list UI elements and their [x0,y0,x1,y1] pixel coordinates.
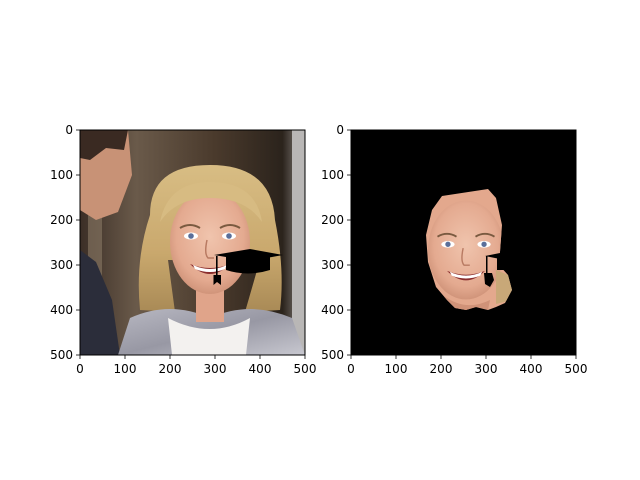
y-tick-label: 300 [50,258,73,272]
y-tick-label: 200 [50,213,73,227]
y-tick-label: 100 [50,168,73,182]
original-photo [80,130,305,355]
x-ticks-right: 0 100 200 300 400 500 [347,355,587,376]
x-tick-label: 500 [565,362,588,376]
y-tick-label: 500 [50,348,73,362]
y-tick-label: 100 [321,168,344,182]
x-tick-label: 300 [475,362,498,376]
x-tick-label: 200 [430,362,453,376]
x-tick-label: 0 [76,362,84,376]
x-tick-label: 300 [204,362,227,376]
y-tick-label: 400 [321,303,344,317]
x-tick-label: 200 [159,362,182,376]
x-tick-label: 400 [520,362,543,376]
y-ticks-left: 0 100 200 300 400 500 [50,123,80,362]
photo-panel-right: 0 100 200 300 400 500 0 100 200 300 400 500 [321,123,587,376]
y-tick-label: 400 [50,303,73,317]
y-tick-label: 0 [336,123,344,137]
y-tick-label: 0 [65,123,73,137]
y-tick-label: 500 [321,348,344,362]
x-tick-label: 400 [249,362,272,376]
y-ticks-right: 0 100 200 300 400 500 [321,123,351,362]
photo-panel-left: 0 100 200 300 400 500 0 100 200 300 400 500 [50,123,316,376]
y-tick-label: 200 [321,213,344,227]
x-tick-label: 0 [347,362,355,376]
y-tick-label: 300 [321,258,344,272]
x-ticks-left: 0 100 200 300 400 500 [76,355,316,376]
x-tick-label: 100 [385,362,408,376]
x-tick-label: 100 [114,362,137,376]
x-tick-label: 500 [294,362,317,376]
